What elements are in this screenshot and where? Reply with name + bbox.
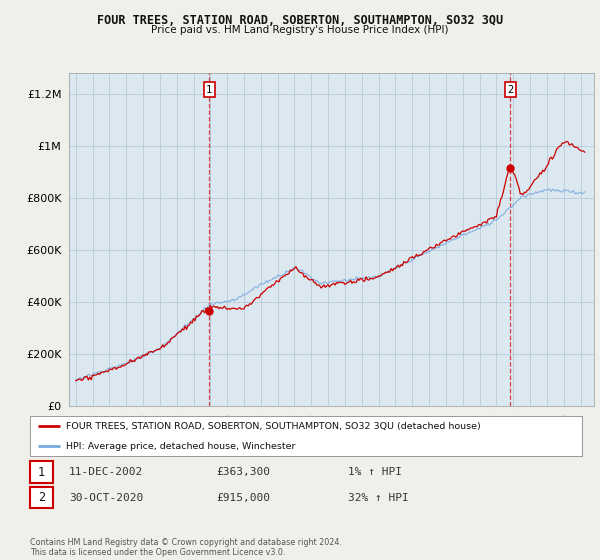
Text: 1: 1 [38, 465, 45, 479]
Text: HPI: Average price, detached house, Winchester: HPI: Average price, detached house, Winc… [66, 442, 295, 451]
Text: 1: 1 [206, 85, 212, 95]
Text: FOUR TREES, STATION ROAD, SOBERTON, SOUTHAMPTON, SO32 3QU: FOUR TREES, STATION ROAD, SOBERTON, SOUT… [97, 14, 503, 27]
Text: 2: 2 [38, 491, 45, 505]
Text: Price paid vs. HM Land Registry's House Price Index (HPI): Price paid vs. HM Land Registry's House … [151, 25, 449, 35]
Text: 30-OCT-2020: 30-OCT-2020 [69, 493, 143, 503]
Text: 2: 2 [507, 85, 514, 95]
Text: £363,300: £363,300 [216, 467, 270, 477]
Text: £915,000: £915,000 [216, 493, 270, 503]
Text: 1% ↑ HPI: 1% ↑ HPI [348, 467, 402, 477]
Text: 11-DEC-2002: 11-DEC-2002 [69, 467, 143, 477]
Text: 32% ↑ HPI: 32% ↑ HPI [348, 493, 409, 503]
Text: FOUR TREES, STATION ROAD, SOBERTON, SOUTHAMPTON, SO32 3QU (detached house): FOUR TREES, STATION ROAD, SOBERTON, SOUT… [66, 422, 481, 431]
Text: Contains HM Land Registry data © Crown copyright and database right 2024.
This d: Contains HM Land Registry data © Crown c… [30, 538, 342, 557]
